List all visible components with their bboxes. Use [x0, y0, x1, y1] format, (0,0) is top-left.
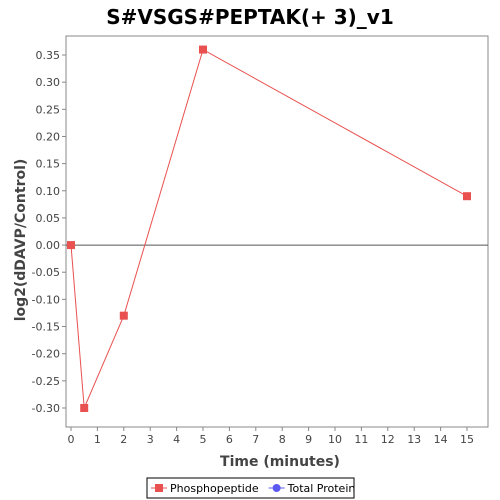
x-tick-label: 0 [68, 433, 75, 446]
x-tick-label: 10 [328, 433, 342, 446]
data-point [119, 311, 128, 320]
legend-label: Phosphopeptide [170, 482, 259, 495]
y-tick-label: 0.15 [36, 158, 61, 171]
legend: Phosphopeptide Total Protein [146, 477, 356, 499]
x-tick-label: 7 [252, 433, 259, 446]
x-tick-label: 6 [226, 433, 233, 446]
y-tick-label: -0.20 [32, 348, 60, 361]
data-point [463, 192, 471, 201]
x-tick-label: 13 [407, 433, 421, 446]
chart-title: S#VSGS#PEPTAK(+ 3)_v1 [106, 5, 394, 29]
x-tick-label: 4 [173, 433, 180, 446]
y-tick-label: -0.10 [32, 293, 60, 306]
y-tick-label: -0.25 [32, 375, 60, 388]
y-tick-label: 0.10 [36, 185, 61, 198]
y-tick-label: 0.25 [36, 103, 61, 116]
x-tick-label: 15 [460, 433, 474, 446]
y-tick-label: 0.20 [36, 130, 61, 143]
y-tick-label: 0.00 [36, 239, 61, 252]
y-tick-label: -0.15 [32, 321, 60, 334]
x-tick-label: 8 [279, 433, 286, 446]
x-tick-label: 9 [305, 433, 312, 446]
y-tick-label: 0.35 [36, 49, 61, 62]
x-tick-label: 11 [354, 433, 368, 446]
y-axis-label: log2(dDAVP/Control) [13, 159, 29, 322]
x-axis-label: Time (minutes) [220, 454, 340, 470]
x-tick-label: 5 [200, 433, 207, 446]
x-tick-label: 3 [147, 433, 154, 446]
data-point [80, 403, 89, 412]
y-tick-label: 0.05 [36, 212, 61, 225]
x-tick-label: 2 [120, 433, 127, 446]
y-tick-label: -0.05 [32, 266, 60, 279]
legend-marker-circle-icon [272, 484, 281, 492]
y-tick-label: -0.30 [32, 402, 60, 415]
x-tick-label: 12 [381, 433, 395, 446]
y-tick-label: 0.30 [36, 76, 61, 89]
data-point [67, 241, 75, 250]
plot-area [65, 35, 489, 428]
x-tick-label: 14 [434, 433, 448, 446]
data-point [199, 45, 207, 54]
legend-marker-square-icon [155, 484, 163, 492]
legend-label: Total Protein [287, 482, 356, 495]
legend-box [146, 477, 355, 499]
x-tick-label: 1 [94, 433, 101, 446]
